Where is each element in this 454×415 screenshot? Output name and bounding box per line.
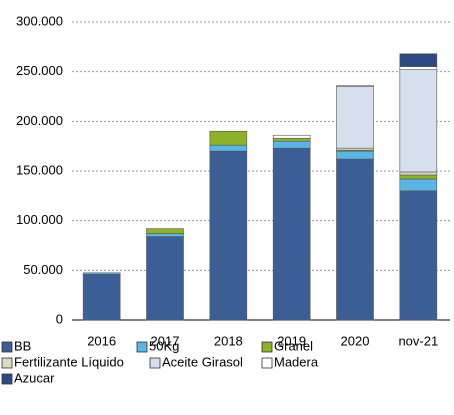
bar-segment bbox=[146, 233, 184, 237]
bar-segment bbox=[272, 147, 311, 321]
bar-segment bbox=[146, 236, 184, 321]
legend-swatch bbox=[1, 373, 13, 385]
bar-segment bbox=[336, 85, 374, 87]
legend-swatch bbox=[1, 357, 13, 369]
bar-segment bbox=[146, 228, 184, 234]
bar-segment bbox=[399, 174, 438, 180]
bar-segment bbox=[399, 66, 438, 70]
bar-segment bbox=[399, 190, 438, 321]
bar-segment bbox=[336, 86, 374, 149]
bar-segment bbox=[336, 150, 374, 160]
x-tick-label: 2019 bbox=[277, 333, 306, 348]
legend-swatch bbox=[136, 341, 148, 353]
legend-label: Azucar bbox=[14, 370, 55, 385]
x-tick-label: 2018 bbox=[214, 333, 243, 348]
y-tick-label: 150.000 bbox=[16, 162, 63, 177]
bar-segment bbox=[399, 178, 438, 192]
x-tick-label: 2020 bbox=[341, 333, 370, 348]
bar-segment bbox=[209, 144, 248, 152]
legend-swatch bbox=[149, 357, 161, 369]
legend-label: Aceite Girasol bbox=[162, 354, 243, 369]
y-tick-label: 200.000 bbox=[16, 113, 63, 128]
legend-swatch bbox=[1, 341, 13, 353]
x-tick-label: 2016 bbox=[87, 333, 116, 348]
y-tick-label: 50.000 bbox=[23, 262, 63, 277]
y-tick-label: 300.000 bbox=[16, 13, 63, 28]
bar-segment bbox=[209, 130, 248, 146]
legend-label: BB bbox=[14, 338, 31, 353]
bar-segment bbox=[272, 137, 311, 142]
y-tick-label: 100.000 bbox=[16, 212, 63, 227]
legend-swatch bbox=[261, 357, 273, 369]
legend-label: Fertilizante Líquido bbox=[14, 354, 124, 369]
legend-label: 50Kg bbox=[149, 338, 179, 353]
bar-segment bbox=[399, 171, 438, 176]
y-tick-label: 0 bbox=[56, 311, 63, 326]
bar-segment bbox=[209, 150, 248, 321]
bar-segment bbox=[272, 140, 311, 149]
bar-segment bbox=[82, 272, 121, 275]
legend-swatch bbox=[261, 341, 273, 353]
legend-label: Granel bbox=[274, 338, 313, 353]
legend-label: Madera bbox=[274, 354, 319, 369]
bar-segment bbox=[399, 53, 438, 67]
bar-segment bbox=[82, 274, 121, 321]
x-tick-label: 2017 bbox=[151, 333, 180, 348]
bar-segment bbox=[272, 134, 311, 139]
x-tick-label: nov-21 bbox=[398, 333, 438, 348]
bar-segment bbox=[399, 69, 438, 173]
bar-segment bbox=[336, 158, 374, 321]
y-tick-label: 250.000 bbox=[16, 63, 63, 78]
